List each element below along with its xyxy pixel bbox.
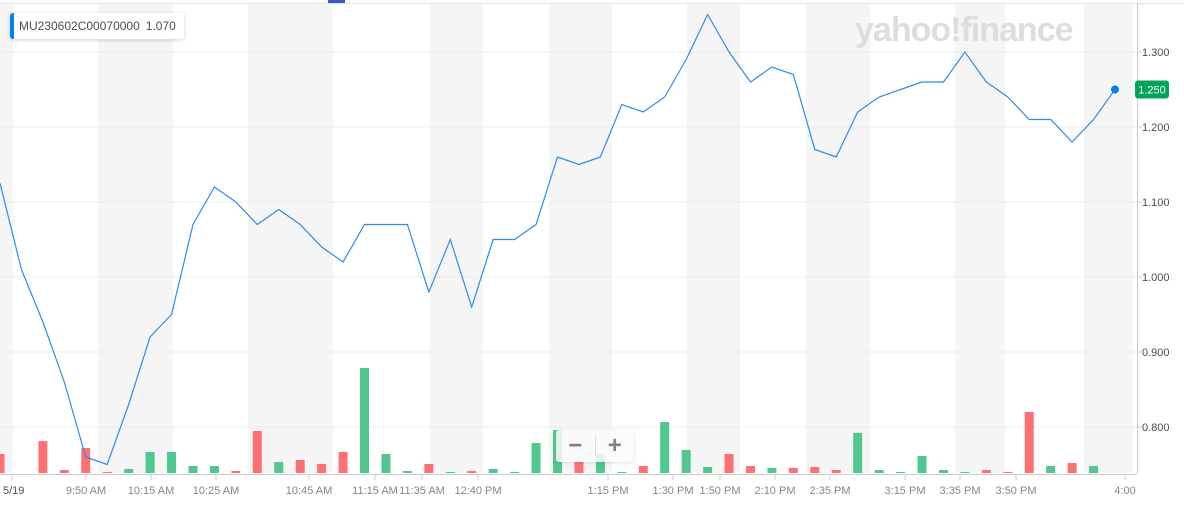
volume-bar <box>981 470 991 473</box>
volume-bar <box>617 472 627 473</box>
volume-bar <box>1046 466 1056 473</box>
volume-bar <box>917 456 927 473</box>
volume-bar <box>831 470 841 473</box>
time-band <box>806 3 870 473</box>
time-band <box>0 3 13 473</box>
volume-bar <box>338 452 348 473</box>
x-tick-label: 10:15 AM <box>128 485 174 497</box>
last-price-dot <box>1111 85 1119 94</box>
x-tick-label: 11:15 AM <box>352 485 398 497</box>
volume-bar <box>510 472 520 473</box>
zoom-out-button[interactable]: − <box>568 432 583 459</box>
volume-bar <box>810 467 820 473</box>
x-tick-label: 11:35 AM <box>399 485 445 497</box>
current-price-bg <box>1135 80 1169 99</box>
y-tick-label: 0.900 <box>1142 347 1170 359</box>
volume-bar <box>81 448 91 473</box>
volume-bar <box>209 466 219 473</box>
volume-bar <box>724 454 734 473</box>
volume-bar <box>788 468 798 473</box>
volume-bar <box>38 441 48 473</box>
volume-bar <box>467 471 477 473</box>
volume-bar <box>896 472 906 473</box>
volume-bar <box>252 431 262 473</box>
x-tick-label: 5/19 <box>3 485 24 497</box>
current-price-label: 1.250 <box>1138 85 1166 97</box>
volume-bar <box>745 466 755 473</box>
volume-bar <box>681 450 691 473</box>
x-tick-label: 2:35 PM <box>810 485 851 497</box>
volume-bar <box>703 467 713 473</box>
time-band <box>430 3 483 473</box>
volume-bar <box>1089 466 1099 473</box>
volume-bar <box>274 462 284 473</box>
volume-bar <box>231 471 241 473</box>
volume-bar <box>402 471 412 473</box>
volume-bar <box>360 368 370 473</box>
yahoo-finance-logo: yahoo!finance <box>855 11 1073 49</box>
volume-bar <box>317 464 327 473</box>
series-legend[interactable]: MU230602C00070000 1.070 <box>10 13 184 39</box>
x-tick-label: 1:30 PM <box>653 485 694 497</box>
volume-bar <box>0 454 5 473</box>
zoom-divider <box>594 435 596 457</box>
x-tick-label: 1:50 PM <box>700 485 741 497</box>
volume-bar <box>638 466 648 473</box>
legend-symbol: MU230602C00070000 <box>19 19 140 33</box>
x-tick-label: 3:50 PM <box>996 485 1037 497</box>
volume-bar <box>660 422 670 473</box>
volume-bar <box>853 433 863 473</box>
y-tick-label: 1.000 <box>1142 272 1170 284</box>
volume-bar <box>188 466 198 473</box>
volume-bar <box>445 472 455 473</box>
y-tick-label: 1.300 <box>1142 47 1170 59</box>
volume-bar <box>59 470 69 473</box>
volume-bar <box>938 470 948 473</box>
volume-bar <box>574 462 584 473</box>
volume-bar <box>167 452 177 473</box>
volume-bar <box>595 454 605 473</box>
volume-bar <box>1024 412 1034 473</box>
zoom-in-button[interactable]: + <box>607 432 622 459</box>
y-tick-label: 1.100 <box>1142 197 1170 209</box>
y-tick-label: 1.200 <box>1142 122 1170 134</box>
time-band <box>955 3 1005 473</box>
volume-bar <box>960 472 970 473</box>
y-tick-label: 0.800 <box>1142 422 1170 434</box>
current-price-badge: 1.250 <box>1135 80 1169 99</box>
volume-bar <box>1067 463 1077 473</box>
series-color-swatch <box>10 13 14 39</box>
price-line <box>0 13 1116 466</box>
time-band <box>1084 3 1133 473</box>
volume-bar <box>531 443 541 473</box>
x-tick-label: 3:35 PM <box>940 485 981 497</box>
x-tick-label: 1:15 PM <box>588 485 629 497</box>
volume-bar <box>145 452 155 473</box>
x-tick-label: 3:15 PM <box>885 485 926 497</box>
volume-bar <box>1003 472 1013 473</box>
x-tick-label: 10:25 AM <box>193 485 239 497</box>
time-band <box>98 3 173 473</box>
volume-bar <box>424 464 434 473</box>
time-band <box>549 3 612 473</box>
volume-bar <box>767 468 777 473</box>
volume-bar <box>381 454 391 473</box>
time-band <box>248 3 333 473</box>
top-tab-indicator <box>328 0 345 3</box>
volume-bar <box>102 472 112 473</box>
x-tick-label: 9:50 AM <box>66 485 106 497</box>
volume-bar <box>295 460 305 473</box>
x-tick-label: 12:40 PM <box>454 485 501 497</box>
x-tick-label: 4:00 <box>1114 485 1135 497</box>
legend-value: 1.070 <box>145 19 176 33</box>
zoom-controls: − + <box>556 430 634 462</box>
volume-bar <box>874 470 884 473</box>
x-tick-label: 2:10 PM <box>755 485 796 497</box>
x-tick-label: 10:45 AM <box>286 485 332 497</box>
volume-bar <box>124 469 134 473</box>
time-band <box>687 3 740 473</box>
volume-bar <box>488 469 498 473</box>
